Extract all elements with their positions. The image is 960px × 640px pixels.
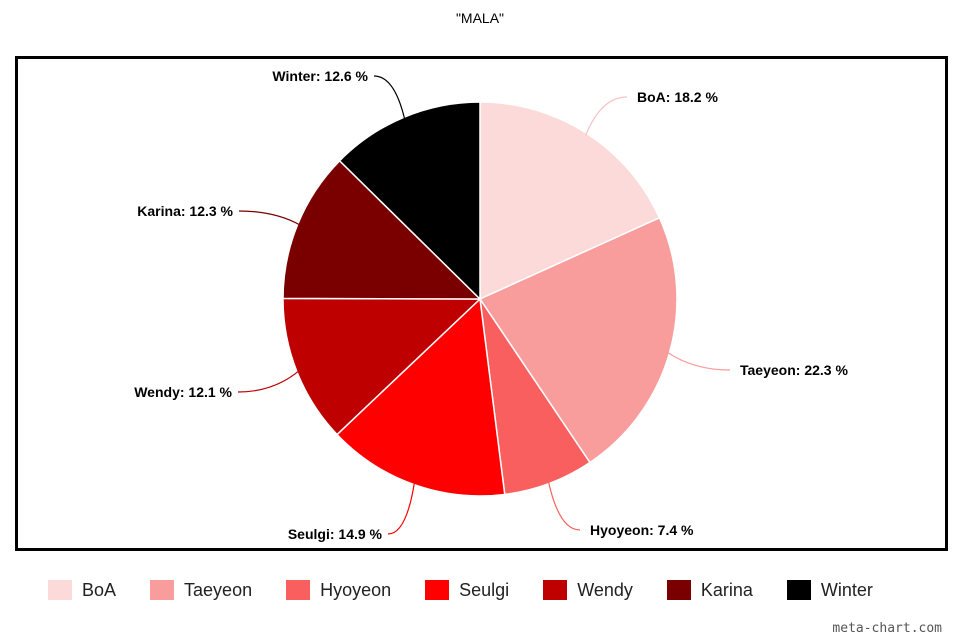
leader-line-karina <box>238 210 300 226</box>
plot-frame <box>15 56 948 551</box>
leader-line-wendy <box>237 370 300 393</box>
pie-slice-taeyeon <box>478 216 678 464</box>
legend-swatch <box>666 580 691 600</box>
chart-title: "MALA" <box>455 10 505 26</box>
legend-label: Hyoyeon <box>320 579 392 600</box>
legend-item-hyoyeon: Hyoyeon <box>286 580 391 601</box>
legend: BoA Taeyeon Hyoyeon Seulgi Wendy Karina Winter <box>48 578 907 602</box>
legend-swatch <box>425 580 450 600</box>
legend-label: Taeyeon <box>184 579 253 600</box>
leader-line-boa <box>585 96 628 136</box>
legend-item-winter: Winter <box>786 579 873 601</box>
slice-label-seulgi: Seulgi: 14.9 % <box>288 526 383 542</box>
leader-line-seulgi <box>387 482 415 535</box>
legend-swatch <box>543 580 568 600</box>
watermark: meta-chart.com <box>832 621 942 636</box>
legend-item-boa: BoA <box>48 580 116 601</box>
slice-label-winter: Winter: 12.6 % <box>272 68 368 84</box>
legend-item-karina: Karina <box>666 579 753 601</box>
leader-line-winter <box>373 75 406 120</box>
legend-swatch <box>48 580 72 600</box>
legend-item-seulgi: Seulgi <box>425 580 509 601</box>
legend-item-wendy: Wendy <box>543 580 633 601</box>
slice-label-wendy: Wendy: 12.1 % <box>134 384 232 400</box>
legend-label: Winter <box>820 579 873 600</box>
legend-label: Karina <box>700 579 753 600</box>
slice-label-hyoyeon: Hyoyeon: 7.4 % <box>590 522 694 538</box>
legend-swatch <box>286 580 311 600</box>
slice-label-boa: BoA: 18.2 % <box>637 89 718 105</box>
legend-swatch <box>150 580 175 600</box>
slice-label-karina: Karina: 12.3 % <box>137 203 233 219</box>
leader-line-hyoyeon <box>547 481 581 531</box>
legend-item-taeyeon: Taeyeon <box>150 580 252 601</box>
legend-label: Seulgi <box>459 579 510 600</box>
legend-label: BoA <box>82 579 117 600</box>
leader-line-taeyeon <box>667 351 731 371</box>
legend-label: Wendy <box>577 579 633 600</box>
legend-swatch <box>786 580 811 600</box>
slice-label-taeyeon: Taeyeon: 22.3 % <box>740 362 848 378</box>
